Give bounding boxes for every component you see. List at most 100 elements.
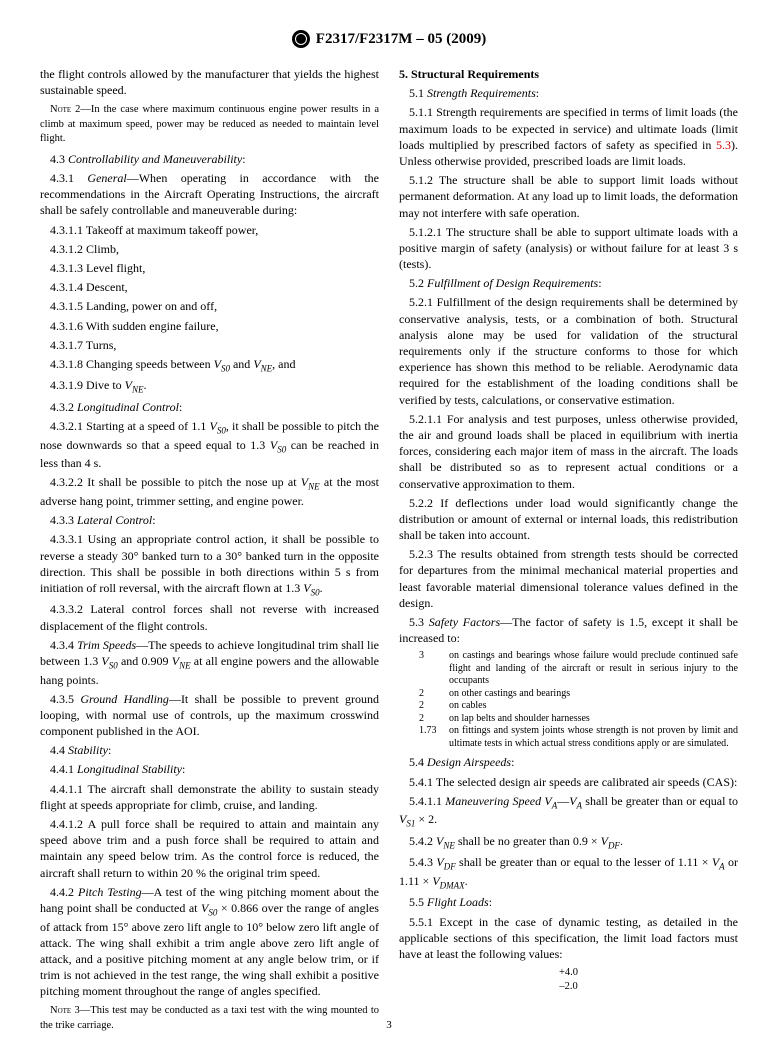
table-row: 2on lap belts and shoulder harnesses	[419, 713, 738, 726]
note-text: 2—In the case where maximum continuous e…	[40, 104, 379, 143]
t: 4.3.3.1 Using an appropriate control act…	[40, 532, 379, 595]
desc: on lap belts and shoulder harnesses	[449, 713, 738, 726]
title: Strength Requirements	[427, 86, 536, 100]
sub: S0	[277, 444, 286, 454]
section-5-4: 5.4 Design Airspeeds:	[399, 754, 738, 770]
factor: 2	[419, 713, 449, 726]
num: 4.3.2	[50, 400, 77, 414]
title: Flight Loads	[427, 895, 489, 909]
title: Maneuvering Speed V	[445, 794, 551, 808]
t: and 0.909	[118, 654, 172, 668]
para-4-3-2-2: 4.3.2.2 It shall be possible to pitch th…	[40, 474, 379, 509]
section-5-5: 5.5 Flight Loads:	[399, 894, 738, 910]
var-vso: V	[101, 654, 108, 668]
var-vne: V	[125, 378, 132, 392]
sub: S0	[311, 587, 320, 597]
para-5-1-2-1: 5.1.2.1 The structure shall be able to s…	[399, 224, 738, 273]
item-4-3-1-6: 4.3.1.6 With sudden engine failure,	[40, 318, 379, 334]
section-4-3-3: 4.3.3 Lateral Control:	[40, 512, 379, 528]
cross-ref-5-3[interactable]: 5.3	[716, 138, 731, 152]
left-column: the flight controls allowed by the manuf…	[40, 66, 379, 1038]
section-4-3-5: 4.3.5 Ground Handling—It shall be possib…	[40, 691, 379, 740]
para-4-4-1-1: 4.4.1.1 The aircraft shall demonstrate t…	[40, 781, 379, 813]
table-row: 3on castings and bearings whose failure …	[419, 650, 738, 688]
neg-load-factor: –2.0	[559, 981, 577, 992]
var-vso: V	[209, 419, 216, 433]
para-5-4-3: 5.4.3 VDF shall be greater than or equal…	[399, 854, 738, 891]
t: shall be greater than or equal to the le…	[456, 855, 712, 869]
num: 4.3.5	[50, 692, 80, 706]
t: 5.1.1 Strength requirements are specifie…	[399, 105, 738, 151]
factor: 3	[419, 650, 449, 688]
table-row: 1.73on fittings and system joints whose …	[419, 725, 738, 750]
para-5-2-2: 5.2.2 If deflections under load would si…	[399, 495, 738, 544]
section-5: 5. Structural Requirements	[399, 66, 738, 82]
astm-logo-icon	[292, 30, 310, 48]
var-vne: V	[172, 654, 179, 668]
num: 5.5	[409, 895, 427, 909]
title: Ground Handling	[80, 692, 169, 706]
para-5-2-1: 5.2.1 Fulfillment of the design requirem…	[399, 294, 738, 407]
sub: DF	[608, 840, 620, 850]
t: 4.3.1.8 Changing speeds between	[50, 357, 214, 371]
desc: on fittings and system joints whose stre…	[449, 725, 738, 750]
title: Stability	[68, 743, 108, 757]
sec-num: 4.3	[50, 152, 68, 166]
sub: S0	[217, 426, 226, 436]
section-5-3: 5.3 Safety Factors—The factor of safety …	[399, 614, 738, 646]
para-5-4-2: 5.4.2 VNE shall be no greater than 0.9 ×…	[399, 833, 738, 852]
page-number: 3	[0, 1019, 778, 1031]
desc: on cables	[449, 700, 738, 713]
desc: on other castings and bearings	[449, 688, 738, 701]
factor: 2	[419, 688, 449, 701]
num: 5.2	[409, 276, 427, 290]
t: 4.3.2.2 It shall be possible to pitch th…	[50, 475, 301, 489]
right-column: 5. Structural Requirements 5.1 Strength …	[399, 66, 738, 1038]
sec-title: Controllability and Maneuverability	[68, 152, 242, 166]
num: 4.4.2	[50, 885, 78, 899]
para-5-1-2: 5.1.2 The structure shall be able to sup…	[399, 172, 738, 221]
num: 5.4.1.1	[409, 794, 445, 808]
title: General	[87, 171, 126, 185]
var-vso: V	[303, 581, 310, 595]
page: F2317/F2317M – 05 (2009) the flight cont…	[0, 0, 778, 1041]
item-4-3-1-5: 4.3.1.5 Landing, power on and off,	[40, 298, 379, 314]
section-4-3: 4.3 Controllability and Maneuverability:	[40, 151, 379, 167]
item-4-3-1-4: 4.3.1.4 Descent,	[40, 279, 379, 295]
factor: 2	[419, 700, 449, 713]
sub: NE	[132, 385, 144, 395]
para-4-3-2-1: 4.3.2.1 Starting at a speed of 1.1 VS0, …	[40, 418, 379, 471]
para-4-4-1-2: 4.4.1.2 A pull force shall be required t…	[40, 816, 379, 881]
item-4-3-1-2: 4.3.1.2 Climb,	[40, 241, 379, 257]
desc: on castings and bearings whose failure w…	[449, 650, 738, 688]
note-label: Note	[50, 104, 71, 115]
title: Longitudinal Control	[77, 400, 179, 414]
para-5-1-1: 5.1.1 Strength requirements are specifie…	[399, 104, 738, 169]
section-5-1: 5.1 Strength Requirements:	[399, 85, 738, 101]
t: —	[557, 794, 569, 808]
para-4-3-1: 4.3.1 General—When operating in accordan…	[40, 170, 379, 219]
title: Safety Factors	[429, 615, 500, 629]
t: shall be greater than or equal to	[582, 794, 738, 808]
para-5-2-3: 5.2.3 The results obtained from strength…	[399, 546, 738, 611]
section-4-4: 4.4 Stability:	[40, 742, 379, 758]
title: Pitch Testing	[78, 885, 142, 899]
para-4-3-3-2: 4.3.3.2 Lateral control forces shall not…	[40, 601, 379, 633]
sub: S0	[109, 660, 118, 670]
sub: NE	[443, 840, 455, 850]
table-row: 2on cables	[419, 700, 738, 713]
two-column-layout: the flight controls allowed by the manuf…	[40, 66, 738, 1038]
sub: NE	[308, 482, 320, 492]
var-vdf: V	[601, 834, 608, 848]
t: , and	[272, 357, 295, 371]
t: shall be no greater than 0.9 ×	[455, 834, 601, 848]
para-5-4-1: 5.4.1 The selected design air speeds are…	[399, 774, 738, 790]
section-5-2: 5.2 Fulfillment of Design Requirements:	[399, 275, 738, 291]
t: 4.3.1.9 Dive to	[50, 378, 125, 392]
designation: F2317/F2317M – 05 (2009)	[316, 31, 486, 48]
var-va: V	[569, 794, 576, 808]
title: Trim Speeds	[77, 638, 136, 652]
section-4-3-2: 4.3.2 Longitudinal Control:	[40, 399, 379, 415]
var-vso: V	[214, 357, 221, 371]
var-vdf: V	[436, 855, 443, 869]
